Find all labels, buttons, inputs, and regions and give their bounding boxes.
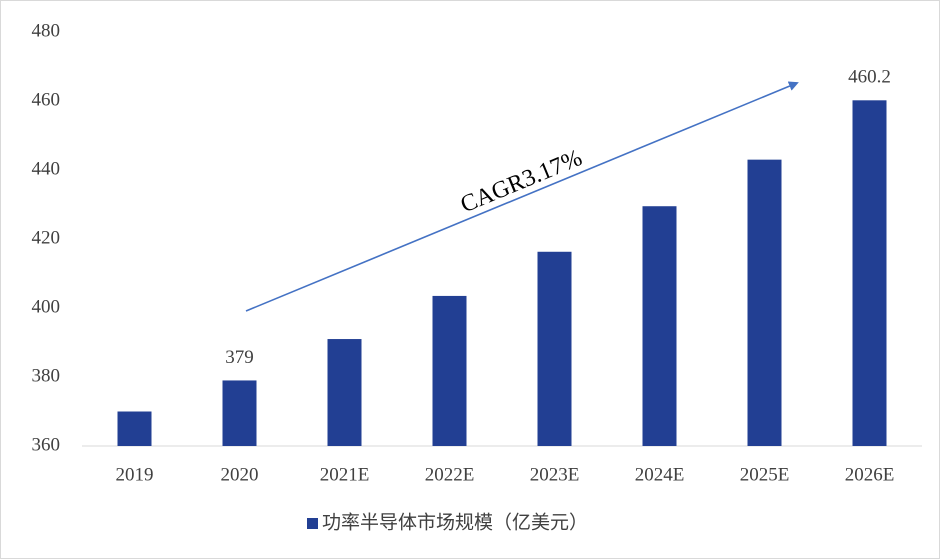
x-tick-label: 2025E — [740, 464, 790, 485]
y-tick-label: 420 — [32, 227, 61, 248]
y-tick-label: 400 — [32, 296, 61, 317]
y-tick-label: 480 — [32, 20, 61, 41]
legend-label: 功率半导体市场规模（亿美元） — [322, 511, 588, 533]
x-tick-label: 2019 — [116, 464, 154, 485]
value-label: 460.2 — [848, 67, 891, 88]
trend-arrow — [245, 81, 799, 312]
y-tick-label: 380 — [32, 365, 61, 386]
bar — [747, 159, 782, 446]
x-tick-label: 2026E — [845, 464, 895, 485]
legend-swatch — [307, 518, 318, 529]
bar — [222, 380, 257, 446]
bar — [642, 206, 677, 446]
y-tick-label: 360 — [32, 434, 61, 455]
x-tick-label: 2023E — [530, 464, 580, 485]
bar — [537, 251, 572, 446]
x-tick-label: 2020 — [221, 464, 259, 485]
bar — [852, 100, 887, 446]
x-tick-label: 2021E — [320, 464, 370, 485]
y-tick-label: 440 — [32, 158, 61, 179]
x-tick-label: 2024E — [635, 464, 685, 485]
bar — [117, 411, 152, 446]
y-tick-label: 460 — [32, 89, 61, 110]
value-label: 379 — [225, 347, 254, 368]
x-tick-label: 2022E — [425, 464, 475, 485]
bar — [327, 339, 362, 446]
bar — [432, 295, 467, 446]
